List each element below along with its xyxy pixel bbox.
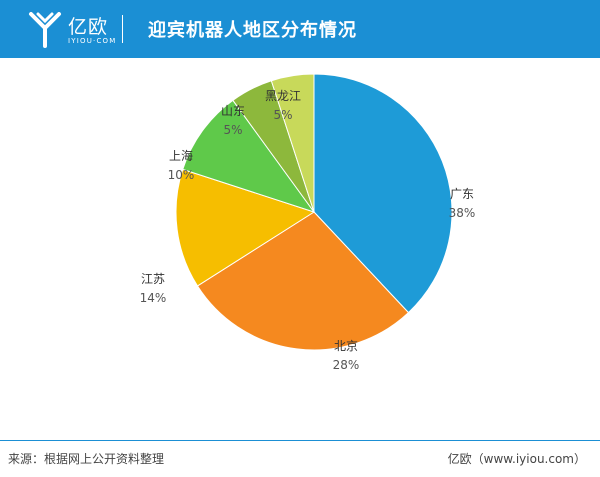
slice-percent-label: 28%: [333, 358, 360, 372]
header-bar: 亿欧 IYIOU·COM 迎宾机器人地区分布情况: [0, 0, 600, 58]
slice-name-label: 江苏: [141, 272, 165, 286]
pie-slices: [175, 73, 453, 351]
slice-percent-label: 10%: [168, 168, 195, 182]
slice-percent-label: 14%: [140, 291, 167, 305]
pie-slice-2: [196, 211, 410, 351]
slice-name-label: 山东: [221, 104, 245, 118]
slice-name-label: 广东: [450, 187, 474, 201]
credit-note: 亿欧（www.iyiou.com）: [447, 452, 586, 466]
pie-labels: 广东 38% 北京 28% 江苏 14% 上海 10% 山东 5% 黑龙江 5%: [140, 89, 476, 372]
logo-subtext: IYIOU·COM: [68, 37, 117, 45]
slice-percent-label: 38%: [449, 206, 476, 220]
slice-percent-label: 5%: [273, 108, 292, 122]
slice-name-label: 黑龙江: [265, 89, 301, 103]
pie-slice-3: [175, 168, 316, 287]
logo: 亿欧 IYIOU·COM: [28, 10, 138, 50]
logo-mark-icon: [29, 12, 61, 48]
footer-divider: [0, 440, 600, 441]
slice-name-label: 上海: [169, 148, 193, 163]
pie-slice-4: [182, 99, 316, 213]
pie-slice-6: [270, 73, 315, 213]
header-divider: [122, 15, 123, 43]
source-note: 来源：根据网上公开资料整理: [8, 452, 165, 466]
slice-percent-label: 5%: [223, 123, 242, 137]
page-title: 迎宾机器人地区分布情况: [148, 20, 357, 41]
pie-slice-1: [313, 73, 453, 314]
pie-chart: 广东 38% 北京 28% 江苏 14% 上海 10% 山东 5% 黑龙江 5%: [140, 73, 476, 372]
slice-name-label: 北京: [334, 339, 358, 353]
logo-text: 亿欧: [68, 16, 109, 38]
